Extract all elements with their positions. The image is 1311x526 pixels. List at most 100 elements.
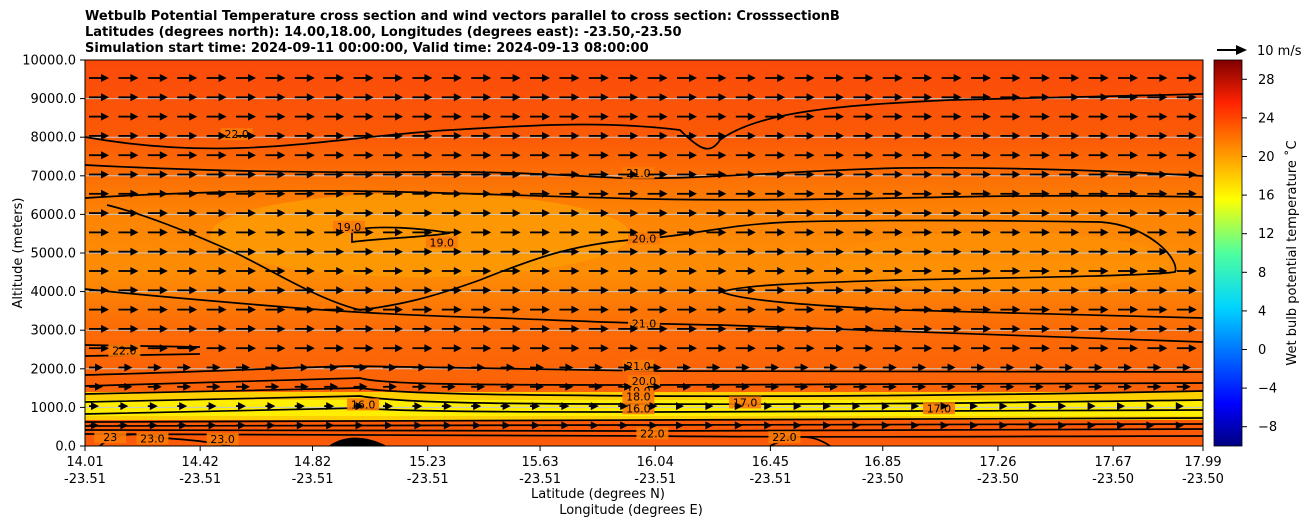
wind-vector-head bbox=[130, 286, 139, 295]
wind-vector-head bbox=[424, 286, 433, 295]
wind-vector-head bbox=[424, 74, 433, 82]
wind-vector-head bbox=[130, 209, 139, 218]
wind-vector-head bbox=[747, 93, 756, 102]
wind-vector-head bbox=[793, 402, 802, 411]
wind-vector-head bbox=[189, 344, 198, 353]
wind-vector-head bbox=[630, 267, 639, 275]
wind-vector-head bbox=[1012, 305, 1021, 314]
wind-vector-head bbox=[1188, 267, 1197, 275]
wind-vector-head bbox=[101, 170, 109, 179]
wind-vector-head bbox=[823, 421, 831, 430]
wind-vector-head bbox=[600, 286, 609, 295]
wind-vector-head bbox=[734, 421, 743, 430]
wind-vector-head bbox=[836, 324, 844, 333]
wind-vector-head bbox=[953, 112, 962, 121]
wind-vector-head bbox=[336, 74, 345, 82]
wind-vector-head bbox=[91, 402, 99, 411]
wind-vector-head bbox=[1130, 131, 1138, 140]
wind-vector-head bbox=[512, 247, 521, 256]
wind-vector-head bbox=[806, 112, 815, 121]
wind-vector-head bbox=[689, 324, 697, 333]
wind-vector-head bbox=[385, 402, 393, 411]
wind-vector-head bbox=[947, 363, 956, 372]
wind-vector-head bbox=[1124, 382, 1132, 391]
colorbar-tick-label: 12 bbox=[1258, 227, 1275, 242]
wind-vector-head bbox=[777, 228, 786, 237]
wind-vector-head bbox=[473, 402, 482, 411]
wind-vector-head bbox=[806, 151, 815, 160]
wind-vector-head bbox=[894, 286, 903, 295]
contour-label: 21.0 bbox=[626, 167, 651, 180]
x-tick-label-latitude: 14.42 bbox=[182, 455, 219, 470]
wind-vector-head bbox=[894, 112, 903, 121]
wind-vector-head bbox=[600, 228, 609, 237]
wind-vector-head bbox=[512, 189, 521, 198]
wind-vector-head bbox=[542, 267, 550, 275]
wind-vector-head bbox=[365, 286, 374, 295]
wind-vector-head bbox=[653, 382, 662, 391]
wind-vector-head bbox=[924, 228, 933, 237]
wind-vector-head bbox=[865, 131, 874, 140]
wind-vector-head bbox=[385, 421, 393, 430]
wind-vector-head bbox=[718, 74, 727, 82]
contour-label: 19.0 bbox=[337, 221, 362, 234]
wind-vector-head bbox=[512, 228, 521, 237]
y-tick-label: 6000.0 bbox=[31, 208, 77, 223]
wind-vector-head bbox=[336, 131, 345, 140]
wind-vector-head bbox=[1188, 189, 1197, 198]
wind-vector-head bbox=[734, 402, 743, 411]
wind-vector-head bbox=[218, 286, 227, 295]
wind-vector-head bbox=[1041, 344, 1050, 353]
x-tick-label-latitude: 15.63 bbox=[521, 455, 558, 470]
wind-vector-head bbox=[218, 267, 227, 275]
wind-vector-head bbox=[101, 324, 109, 333]
wind-vector-head bbox=[248, 93, 256, 102]
wind-vector-head bbox=[777, 267, 786, 275]
wind-vector-head bbox=[306, 324, 315, 333]
wind-vector-head bbox=[1188, 131, 1197, 140]
wind-vector-head bbox=[1028, 402, 1037, 411]
wind-vector-head bbox=[953, 74, 962, 82]
wind-vector-head bbox=[683, 382, 691, 391]
wind-vector-head bbox=[248, 228, 256, 237]
wind-vector-head bbox=[565, 363, 574, 372]
wind-vector-head bbox=[218, 74, 227, 82]
wind-vector-head bbox=[1041, 209, 1050, 218]
colorbar-tick-label: −8 bbox=[1258, 420, 1277, 435]
wind-vector-head bbox=[1071, 189, 1080, 198]
wind-vector-head bbox=[894, 151, 903, 160]
contour-label: 19.0 bbox=[429, 236, 454, 249]
wind-vector-head bbox=[101, 228, 109, 237]
wind-vector-head bbox=[590, 402, 599, 411]
wind-vector-head bbox=[865, 247, 874, 256]
wind-vector-head bbox=[630, 131, 639, 140]
wind-vector-head bbox=[630, 305, 639, 314]
wind-vector-head bbox=[624, 382, 633, 391]
wind-vector-head bbox=[659, 324, 668, 333]
wind-vector-head bbox=[1130, 151, 1138, 160]
wind-vector-head bbox=[590, 421, 599, 430]
wind-vector-head bbox=[542, 305, 550, 314]
wind-vector-head bbox=[630, 93, 639, 102]
wind-vector-head bbox=[747, 228, 756, 237]
wind-vector-head bbox=[189, 151, 198, 160]
contour-label-bg bbox=[622, 359, 655, 372]
y-tick-label: 3000.0 bbox=[31, 324, 77, 339]
wind-vector-head bbox=[365, 209, 374, 218]
wind-vector-head bbox=[718, 247, 727, 256]
wind-vector-head bbox=[1012, 151, 1021, 160]
contour-label: 23.0 bbox=[210, 433, 235, 446]
wind-vector-head bbox=[823, 402, 831, 411]
wind-vector-head bbox=[1058, 402, 1067, 411]
wind-vector-head bbox=[542, 344, 550, 353]
wind-vector-head bbox=[355, 402, 364, 411]
wind-vector-head bbox=[777, 170, 786, 179]
wind-vector-head bbox=[594, 382, 603, 391]
wind-vector-head bbox=[1012, 131, 1021, 140]
wind-vector-head bbox=[571, 189, 580, 198]
wind-vector-head bbox=[747, 170, 756, 179]
wind-vector-head bbox=[630, 286, 639, 295]
wind-vector-head bbox=[238, 402, 246, 411]
y-tick-label: 2000.0 bbox=[31, 362, 77, 377]
wind-vector-head bbox=[836, 131, 844, 140]
